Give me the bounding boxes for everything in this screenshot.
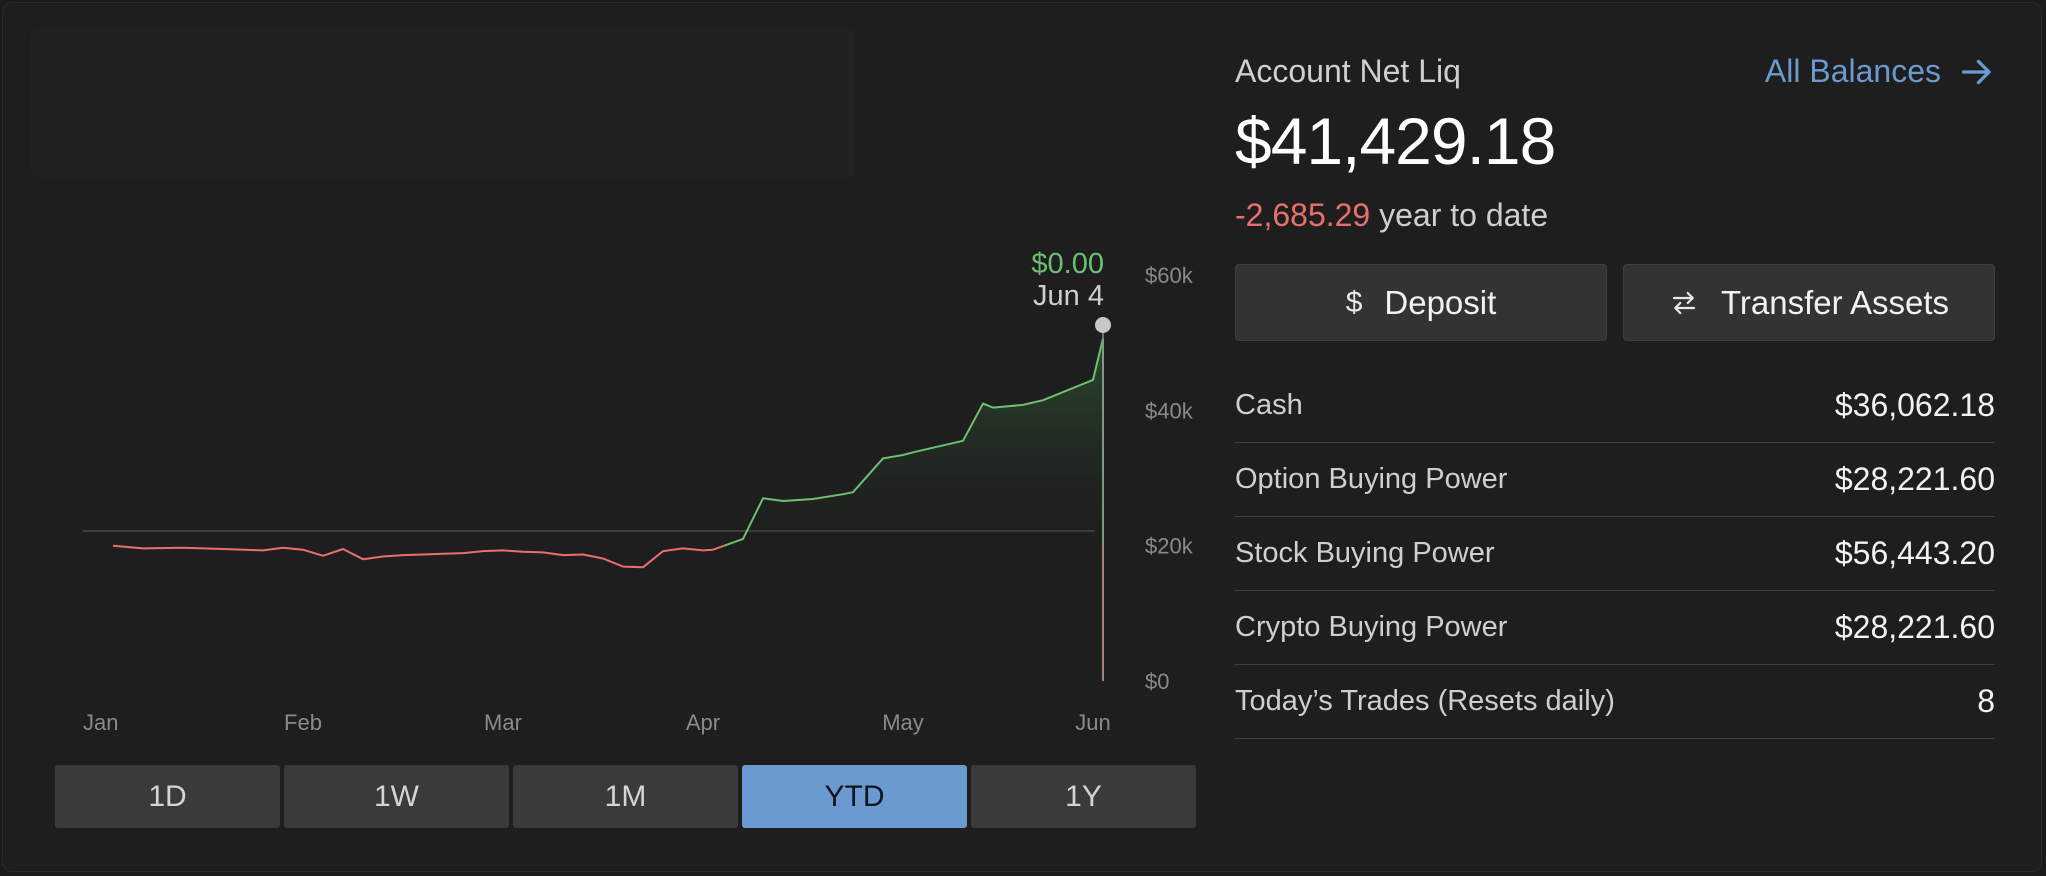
chart-header-placeholder xyxy=(31,29,855,177)
deposit-label: Deposit xyxy=(1384,283,1497,321)
net-liq-value: $41,429.18 xyxy=(1235,104,1556,178)
transfer-arrows-icon xyxy=(1669,288,1699,318)
dollar-icon: $ xyxy=(1345,285,1363,319)
ytd-change-suffix: year to date xyxy=(1379,197,1549,233)
balance-row: Option Buying Power $28,221.60 xyxy=(1235,443,1995,517)
balance-value: $28,221.60 xyxy=(1834,609,1995,645)
balance-value: $56,443.20 xyxy=(1834,535,1995,571)
balance-row: Crypto Buying Power $28,221.60 xyxy=(1235,591,1995,665)
x-tick-label: Jan xyxy=(83,710,118,735)
all-balances-link[interactable]: All Balances xyxy=(1765,53,1995,90)
hover-value: $0.00 xyxy=(1031,248,1104,280)
y-tick-label: $60k xyxy=(1145,263,1194,288)
y-tick-label: $0 xyxy=(1145,669,1169,694)
arrow-right-icon xyxy=(1961,59,1991,84)
hover-date: Jun 4 xyxy=(1033,280,1104,312)
range-button-ytd[interactable]: YTD xyxy=(742,765,967,828)
balance-label: Stock Buying Power xyxy=(1235,537,1495,569)
all-balances-label: All Balances xyxy=(1764,53,1941,89)
balance-label: Cash xyxy=(1235,389,1303,421)
balance-row: Today’s Trades (Resets daily) 8 xyxy=(1235,665,1995,739)
balance-value: $28,221.60 xyxy=(1834,461,1995,497)
balance-row: Cash $36,062.18 xyxy=(1235,369,1995,443)
balance-label: Option Buying Power xyxy=(1235,463,1508,495)
range-button-1m[interactable]: 1M xyxy=(513,765,738,828)
x-tick-label: Mar xyxy=(484,710,522,735)
x-tick-label: Jun xyxy=(1075,710,1110,735)
series-line-loss xyxy=(112,544,725,569)
hover-dot[interactable] xyxy=(1095,317,1111,333)
transfer-assets-button[interactable]: Transfer Assets xyxy=(1623,264,1995,341)
balance-value: 8 xyxy=(1977,683,1995,719)
balance-label: Today’s Trades (Resets daily) xyxy=(1235,685,1615,717)
range-button-1y[interactable]: 1Y xyxy=(971,765,1196,828)
ytd-change: -2,685.29 year to date xyxy=(1235,197,1548,234)
range-button-1d[interactable]: 1D xyxy=(55,765,280,828)
balance-value: $36,062.18 xyxy=(1834,387,1995,423)
range-button-1w[interactable]: 1W xyxy=(284,765,509,828)
x-tick-label: Apr xyxy=(686,710,720,735)
ytd-change-value: -2,685.29 xyxy=(1235,197,1371,233)
deposit-button[interactable]: $ Deposit xyxy=(1235,264,1607,341)
y-tick-label: $40k xyxy=(1145,398,1194,423)
balance-label: Crypto Buying Power xyxy=(1235,611,1508,643)
y-tick-label: $20k xyxy=(1145,534,1194,559)
transfer-assets-label: Transfer Assets xyxy=(1720,283,1950,321)
net-liq-label: Account Net Liq xyxy=(1235,53,1461,89)
gain-area xyxy=(724,338,1103,546)
series-line-gain xyxy=(723,338,1104,547)
balance-row: Stock Buying Power $56,443.20 xyxy=(1235,517,1995,591)
range-selector: 1D 1W 1M YTD 1Y xyxy=(55,765,1196,828)
x-tick-label: Feb xyxy=(284,710,322,735)
x-tick-label: May xyxy=(882,710,924,735)
